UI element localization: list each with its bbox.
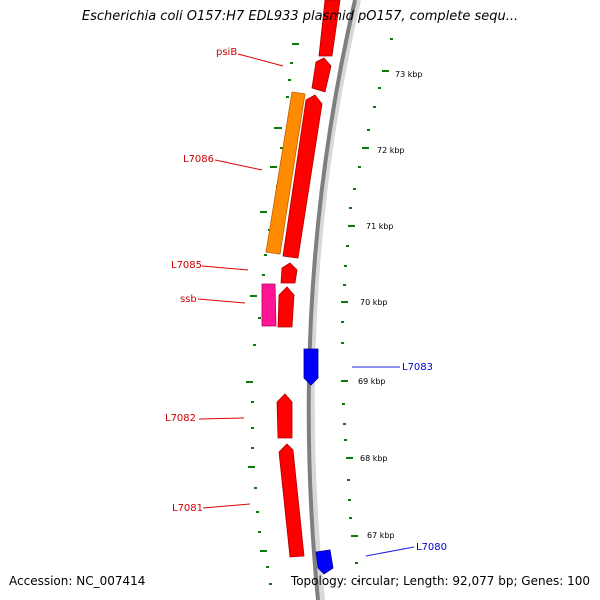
gene-ssb[interactable] xyxy=(261,283,277,327)
gene-label-l7082[interactable]: L7082 xyxy=(165,413,196,424)
gene-l7081[interactable] xyxy=(278,443,305,558)
gene-psib[interactable] xyxy=(311,57,332,93)
gene-top-red[interactable] xyxy=(318,0,341,57)
gene-label-l7085[interactable]: L7085 xyxy=(171,260,202,271)
backbone-circle xyxy=(306,0,357,600)
scale-label-70kbp: 70 kbp xyxy=(360,298,388,307)
scale-label-72kbp: 72 kbp xyxy=(377,146,405,155)
gene-l7086[interactable] xyxy=(265,91,306,255)
gene-l7083[interactable] xyxy=(303,348,319,386)
map-title: Escherichia coli O157:H7 EDL933 plasmid … xyxy=(81,9,519,24)
scale-label-69kbp: 69 kbp xyxy=(358,377,386,386)
gene-label-l7080[interactable]: L7080 xyxy=(416,542,447,553)
inner-tick-marks xyxy=(246,43,299,585)
outer-tick-marks xyxy=(341,38,393,582)
backbone-circle-shadow xyxy=(308,0,361,600)
gene-label-ssb[interactable]: ssb xyxy=(180,294,197,305)
scale-label-73kbp: 73 kbp xyxy=(395,70,423,79)
gene-label-psib[interactable]: psiB xyxy=(216,47,237,58)
scale-label-68kbp: 68 kbp xyxy=(360,454,388,463)
gene-label-l7083[interactable]: L7083 xyxy=(402,362,433,373)
gene-ssb-red[interactable] xyxy=(277,286,295,328)
gene-l7086-red[interactable] xyxy=(282,94,323,259)
topology-summary-text: Topology: circular; Length: 92,077 bp; G… xyxy=(290,574,590,588)
accession-text: Accession: NC_007414 xyxy=(9,574,146,588)
gene-features xyxy=(261,0,341,575)
label-leader-lines xyxy=(197,53,415,557)
gene-l7085[interactable] xyxy=(280,262,298,284)
gene-l7082[interactable] xyxy=(276,393,293,439)
scale-label-71kbp: 71 kbp xyxy=(366,222,394,231)
gene-l7080[interactable] xyxy=(315,549,334,575)
gene-label-l7081[interactable]: L7081 xyxy=(172,503,203,514)
gene-label-l7086[interactable]: L7086 xyxy=(183,154,214,165)
scale-label-67kbp: 67 kbp xyxy=(367,531,395,540)
